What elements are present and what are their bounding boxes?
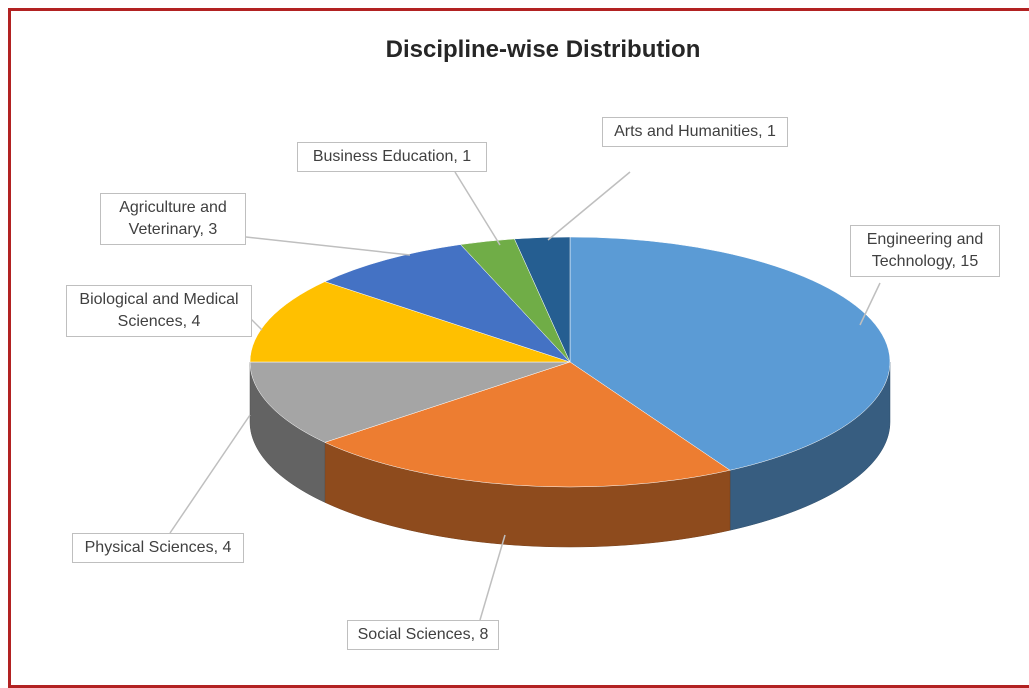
- data-label: Business Education, 1: [297, 142, 487, 172]
- data-label: Arts and Humanities, 1: [602, 117, 788, 147]
- data-label: Social Sciences, 8: [347, 620, 499, 650]
- slice: [249, 361, 571, 443]
- slice: [569, 236, 891, 471]
- leader-line: [249, 317, 263, 331]
- leader-line: [169, 414, 251, 534]
- data-label: Agriculture and Veterinary, 3: [100, 193, 246, 245]
- leader-line: [859, 282, 881, 326]
- slice: [324, 244, 571, 363]
- data-label: Engineering and Technology, 15: [850, 225, 1000, 277]
- slice: [514, 236, 571, 363]
- chart: [169, 171, 891, 621]
- data-label: Physical Sciences, 4: [72, 533, 244, 563]
- leader-line: [479, 534, 506, 621]
- slice: [249, 281, 571, 363]
- data-label: Biological and Medical Sciences, 4: [66, 285, 252, 337]
- page: {"chart_data": {"type": "pie", "title": …: [8, 8, 1029, 688]
- chart-title: Discipline-wise Distribution: [385, 36, 701, 63]
- leader-line: [245, 236, 411, 256]
- slice: [324, 361, 731, 488]
- leader-line: [547, 171, 631, 241]
- leader-line: [454, 171, 501, 246]
